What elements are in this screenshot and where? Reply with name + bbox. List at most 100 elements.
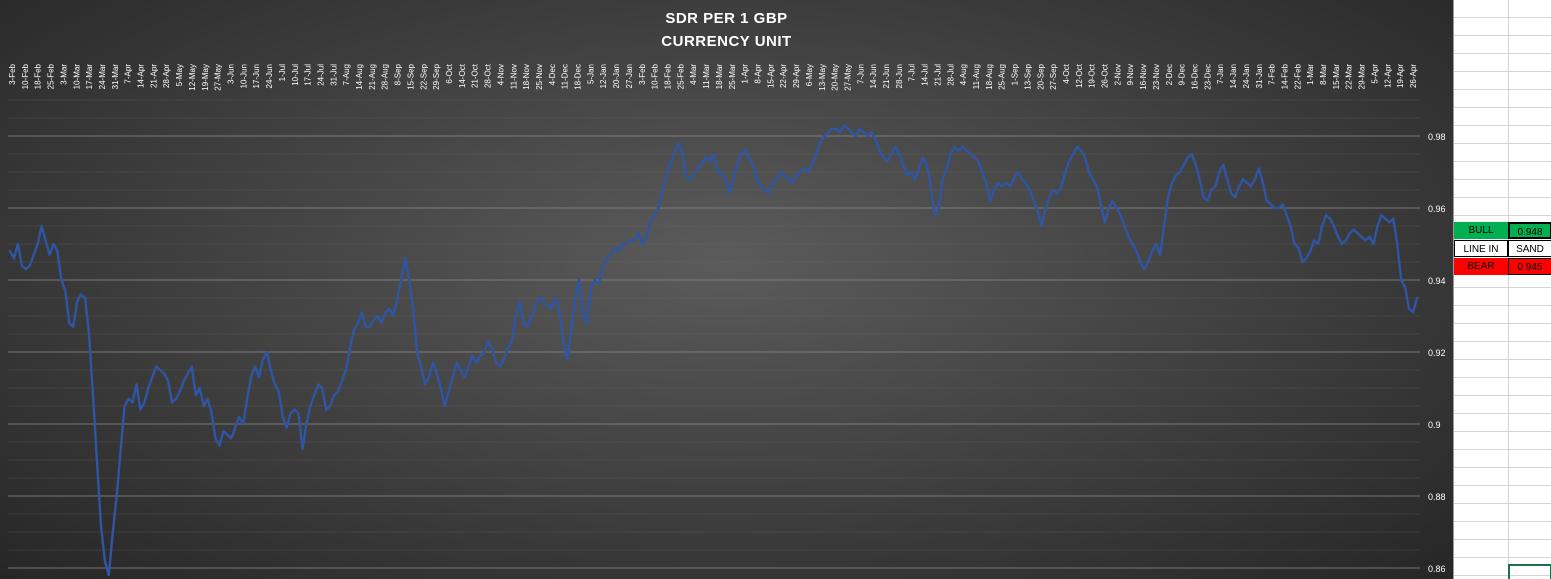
- x-tick-label: 4-Oct: [1062, 63, 1071, 83]
- x-tick-label: 4-Dec: [548, 64, 557, 85]
- x-tick-label: 22-Apr: [779, 64, 788, 88]
- x-tick-label: 5-May: [175, 64, 184, 86]
- chart-title: SDR PER 1 GBP: [665, 10, 788, 27]
- x-tick-label: 10-Mar: [72, 64, 81, 90]
- x-tick-label: 10-Feb: [651, 63, 660, 89]
- x-tick-label: 9-Dec: [1178, 64, 1187, 85]
- spreadsheet-panel: BULL 0.948 LINE IN SAND BEAR 0.945: [1453, 0, 1551, 579]
- x-tick-label: 17-Mar: [85, 64, 94, 90]
- chart-area[interactable]: SDR PER 1 GBP CURRENCY UNIT 0.86 0.88 0.9 0…: [0, 0, 1453, 579]
- x-tick-label: 11-Dec: [561, 64, 570, 89]
- x-tick-label: 26-Apr: [1409, 64, 1418, 88]
- x-tick-label: 18-Nov: [522, 64, 531, 90]
- x-tick-label: 24-Mar: [98, 64, 107, 90]
- x-tick-label: 13-May: [818, 64, 827, 91]
- x-tick-label: 17-Jul: [304, 64, 313, 86]
- x-tick-label: 3-Mar: [59, 64, 68, 85]
- x-tick-label: 29-Mar: [1358, 64, 1367, 90]
- x-tick-label: 31-Jul: [329, 64, 338, 86]
- x-tick-label: 28-Jul: [946, 64, 955, 86]
- x-tick-label: 25-Feb: [676, 63, 685, 89]
- x-tick-label: 25-Aug: [998, 64, 1007, 90]
- x-tick-label: 19-May: [201, 64, 210, 91]
- x-tick-label: 15-Apr: [766, 64, 775, 88]
- x-tick-label: 23-Nov: [1152, 64, 1161, 90]
- sheet-gridline: [1454, 359, 1551, 360]
- sheet-gridline: [1454, 395, 1551, 396]
- x-tick-label: 5-Jan: [586, 64, 595, 84]
- y-tick-label: 0.86: [1428, 564, 1446, 574]
- x-tick-label: 28-Jun: [895, 64, 904, 88]
- x-tick-label: 7-Jan: [1216, 64, 1225, 84]
- sheet-gridline: [1454, 71, 1551, 72]
- x-tick-label: 14-Apr: [137, 64, 146, 88]
- sheet-gridline: [1454, 467, 1551, 468]
- x-tick-label: 21-Jul: [933, 64, 942, 86]
- x-tick-label: 3-Jun: [227, 64, 236, 84]
- x-tick-label: 23-Dec: [1203, 64, 1212, 90]
- sheet-gridline: [1454, 305, 1551, 306]
- sheet-gridline: [1454, 557, 1551, 558]
- sheet-gridline: [1454, 215, 1551, 216]
- x-tick-label: 17-Jun: [252, 64, 261, 88]
- x-tick-label: 10-Feb: [21, 63, 30, 89]
- x-tick-label: 18-Feb: [664, 63, 673, 89]
- bear-label-cell[interactable]: BEAR: [1454, 258, 1508, 275]
- bear-value-cell[interactable]: 0.945: [1508, 258, 1551, 275]
- x-tick-label: 13-Sep: [1023, 63, 1032, 89]
- x-tick-label: 11-Aug: [972, 64, 981, 89]
- x-tick-label: 6-May: [805, 64, 814, 86]
- bull-value-cell[interactable]: 0.948: [1508, 222, 1551, 239]
- x-tick-label: 4-Mar: [689, 64, 698, 85]
- x-tick-label: 14-Jul: [921, 64, 930, 86]
- x-tick-label: 27-Jan: [625, 64, 634, 88]
- sheet-gridline: [1454, 449, 1551, 450]
- x-tick-label: 21-Aug: [368, 64, 377, 90]
- x-tick-label: 20-Jan: [612, 64, 621, 88]
- x-tick-label: 31-Jan: [1255, 64, 1264, 88]
- sheet-gridline: [1454, 503, 1551, 504]
- sheet-gridline: [1454, 35, 1551, 36]
- x-tick-label: 7-Jul: [908, 64, 917, 82]
- x-tick-label: 7-Feb: [1268, 63, 1277, 84]
- line-in-value-cell[interactable]: SAND: [1508, 240, 1551, 257]
- x-tick-label: 9-Nov: [1126, 64, 1135, 85]
- x-tick-label: 1-Apr: [741, 64, 750, 84]
- x-tick-label: 21-Oct: [471, 63, 480, 88]
- y-tick-label: 0.96: [1428, 204, 1446, 214]
- x-tick-label: 29-Sep: [432, 63, 441, 89]
- sheet-gridline: [1454, 107, 1551, 108]
- x-tick-label: 6-Oct: [445, 63, 454, 83]
- x-tick-label: 21-Jun: [882, 64, 891, 88]
- x-tick-label: 8-Mar: [1319, 64, 1328, 85]
- x-tick-label: 28-Apr: [162, 64, 171, 88]
- sheet-gridline: [1454, 53, 1551, 54]
- x-tick-label: 27-May: [844, 64, 853, 91]
- x-tick-label: 24-Jun: [265, 64, 274, 88]
- x-tick-label: 4-Aug: [959, 64, 968, 85]
- chart-subtitle: CURRENCY UNIT: [661, 33, 792, 50]
- x-tick-label: 27-Sep: [1049, 63, 1058, 89]
- x-tick-label: 8-Apr: [754, 64, 763, 84]
- x-tick-label: 18-Aug: [985, 64, 994, 90]
- sheet-gridline: [1454, 323, 1551, 324]
- x-tick-label: 10-Jun: [239, 64, 248, 88]
- x-tick-label: 29-Apr: [792, 64, 801, 88]
- y-tick-label: 0.92: [1428, 348, 1446, 358]
- sheet-gridline: [1454, 161, 1551, 162]
- line-in-label-cell[interactable]: LINE IN: [1454, 240, 1508, 257]
- x-tick-label: 15-Sep: [406, 63, 415, 89]
- x-tick-label: 4-Nov: [496, 64, 505, 85]
- x-tick-label: 7-Apr: [124, 64, 133, 84]
- x-tick-label: 7-Jun: [856, 64, 865, 84]
- x-tick-label: 1-Mar: [1306, 64, 1315, 85]
- x-tick-label: 31-Mar: [111, 64, 120, 90]
- sheet-gridline: [1454, 89, 1551, 90]
- x-tick-label: 3-Feb: [638, 63, 647, 84]
- y-tick-label: 0.98: [1428, 132, 1446, 142]
- x-tick-label: 20-May: [831, 64, 840, 91]
- bull-label-cell[interactable]: BULL: [1454, 222, 1508, 239]
- sheet-gridline: [1454, 17, 1551, 18]
- x-tick-label: 14-Oct: [458, 63, 467, 88]
- sheet-gridline: [1454, 485, 1551, 486]
